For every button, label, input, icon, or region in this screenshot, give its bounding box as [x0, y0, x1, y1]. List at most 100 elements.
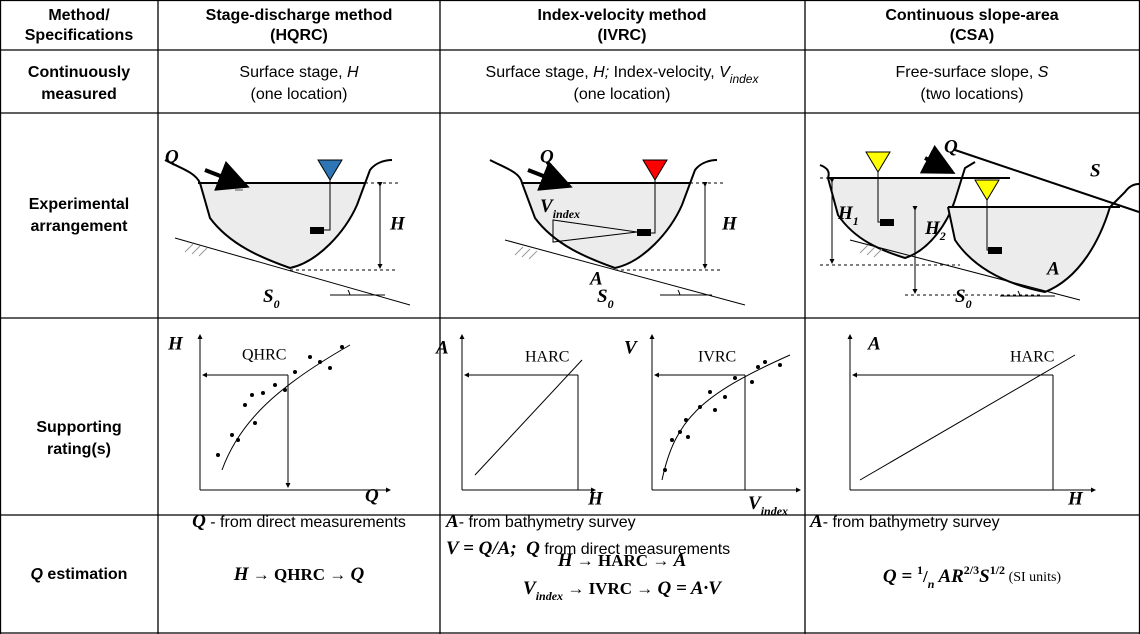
label: - from bathymetry survey: [823, 514, 1000, 531]
label: S: [263, 286, 274, 307]
label: IVRC: [589, 579, 632, 598]
header-cell: Stage-discharge method: [206, 7, 393, 24]
hqrc-rating: H Q QHRC Q - from direct measurements: [167, 333, 406, 532]
label: - from bathymetry survey: [459, 514, 636, 531]
label: 1: [853, 214, 859, 228]
row-label: arrangement: [31, 218, 129, 235]
label: Index-velocity,: [609, 64, 719, 81]
shape: [283, 388, 287, 392]
shape: [637, 229, 651, 236]
label: A: [673, 550, 687, 571]
shape: [756, 365, 760, 369]
measured-text: Surface stage, H; Index-velocity, Vindex: [486, 64, 760, 86]
label: index: [761, 504, 788, 518]
shape: [860, 355, 1075, 480]
measured-text: (one location): [574, 86, 671, 103]
shape: [318, 160, 342, 180]
label: index: [536, 589, 563, 603]
label: →: [249, 565, 275, 584]
label: →: [632, 579, 658, 598]
label: Surface stage,: [239, 64, 347, 81]
label: HARC: [598, 551, 648, 570]
label: Q: [165, 146, 179, 167]
label: H: [233, 564, 250, 585]
shape: [230, 433, 234, 437]
label: →: [648, 551, 674, 570]
shape: [253, 421, 257, 425]
shape: [293, 370, 297, 374]
label: 0: [274, 297, 280, 311]
row-label-var: Q: [31, 566, 44, 583]
row-label: Experimental: [29, 196, 129, 213]
label: Q: [365, 485, 379, 506]
shape: [733, 376, 737, 380]
label: IVRC: [698, 349, 736, 366]
row-label-text: estimation: [43, 566, 127, 583]
shape: [250, 393, 254, 397]
measured-text: Free-surface slope, S: [896, 64, 1049, 81]
shape: A- from bathymetry survey: [809, 511, 1000, 532]
header-cell: (HQRC): [270, 27, 328, 44]
shape: [988, 247, 1002, 254]
csa-rating: A H HARC A- from bathymetry survey: [809, 333, 1095, 532]
label: 0: [608, 297, 614, 311]
header-cell: Specifications: [25, 27, 134, 44]
label: V = Q/A; Q: [446, 538, 540, 559]
shape: [273, 383, 277, 387]
measured-text: (one location): [251, 86, 348, 103]
comparison-table: Method/ Specifications Stage-discharge m…: [0, 0, 1140, 634]
label: H: [587, 488, 604, 509]
shape: S0: [955, 286, 972, 310]
label: →: [563, 579, 589, 598]
label: H: [167, 333, 184, 354]
label: QHRC: [242, 347, 286, 364]
shape: [261, 391, 265, 395]
label: H: [557, 550, 574, 571]
label: V: [624, 337, 638, 358]
label: Q: [944, 136, 958, 157]
estimation-formula: H → HARC → A: [557, 550, 687, 571]
shape: A- from bathymetry survey: [445, 511, 636, 532]
label: S: [979, 566, 990, 587]
label: A: [1046, 258, 1060, 279]
shape: Vindex: [748, 493, 788, 517]
label: 2/3: [964, 563, 979, 577]
label: H: [924, 218, 941, 239]
label: Q: [540, 146, 554, 167]
shape: [975, 180, 999, 200]
header-cell: (CSA): [950, 27, 994, 44]
label: 0: [966, 297, 972, 311]
shape: [925, 158, 952, 172]
shape: [678, 430, 682, 434]
ivrc-sketch: Q Vindex H A S0: [490, 146, 745, 310]
label: Surface stage,: [486, 64, 594, 81]
shape: [763, 360, 767, 364]
shape: [216, 453, 220, 457]
row-label: rating(s): [47, 441, 111, 458]
label: A: [809, 511, 823, 532]
label: Free-surface slope,: [896, 64, 1038, 81]
estimation-formula: Vindex → IVRC → Q = A·V: [523, 578, 722, 602]
shape: [475, 360, 582, 475]
measured-text: (two locations): [920, 86, 1023, 103]
label: H: [837, 203, 854, 224]
shape: [686, 435, 690, 439]
estimation-formula: Q = 1/n AR2/3S1/2 (SI units): [883, 563, 1061, 591]
label: H;: [593, 64, 609, 81]
label: A: [867, 333, 881, 354]
label: S: [955, 286, 966, 307]
label: (SI units): [1005, 570, 1061, 585]
shape: [340, 345, 344, 349]
shape: [866, 152, 890, 172]
shape: S0: [263, 286, 280, 310]
label: QHRC: [274, 565, 325, 584]
ivrc-rating: A H HARC V Vindex IVRC A- from bathymetr…: [435, 335, 800, 559]
label: S: [1038, 64, 1049, 81]
row-label: Q estimation: [31, 566, 128, 583]
shape: [723, 395, 727, 399]
shape: [222, 345, 350, 470]
shape: [308, 355, 312, 359]
estimation-formula: H → QHRC → Q: [233, 564, 365, 585]
shape: [750, 380, 754, 384]
header-cell: Index-velocity method: [538, 7, 707, 24]
